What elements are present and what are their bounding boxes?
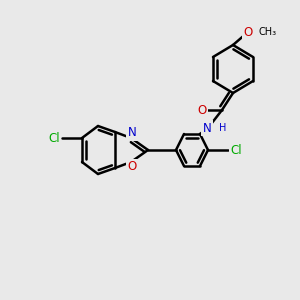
Text: N: N	[202, 122, 211, 134]
Text: O: O	[197, 103, 207, 116]
Text: H: H	[219, 123, 227, 133]
Text: Cl: Cl	[230, 143, 242, 157]
Text: O: O	[128, 160, 136, 173]
Text: Cl: Cl	[48, 131, 60, 145]
Text: O: O	[243, 26, 253, 38]
Text: CH₃: CH₃	[259, 27, 277, 37]
Text: N: N	[128, 127, 136, 140]
